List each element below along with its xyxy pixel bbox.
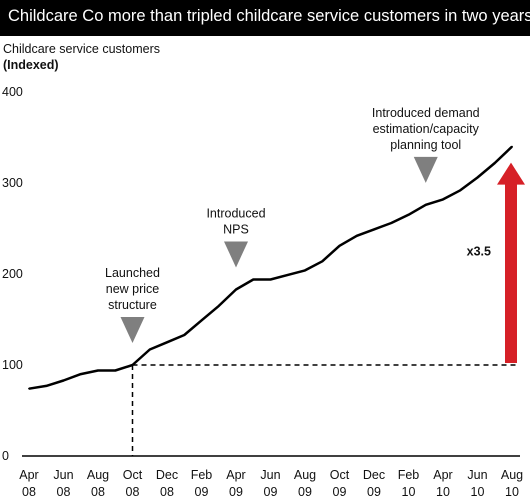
x-tick-year: 08 bbox=[22, 485, 36, 499]
annotation-text: Launched bbox=[105, 266, 160, 280]
data-point bbox=[390, 222, 393, 224]
data-point bbox=[424, 203, 427, 206]
annotation-text: NPS bbox=[223, 222, 249, 236]
x-tick-year: 10 bbox=[402, 485, 416, 499]
annotation-text: Introduced bbox=[206, 206, 265, 220]
series-line bbox=[28, 145, 513, 390]
y-axis-label: Childcare service customers (Indexed) bbox=[3, 41, 160, 73]
multiplier-label: x3.5 bbox=[467, 244, 491, 258]
data-point bbox=[304, 269, 306, 272]
x-tick-year: 09 bbox=[367, 485, 381, 499]
x-tick-year: 08 bbox=[57, 485, 71, 499]
y-tick-label: 400 bbox=[2, 85, 23, 99]
x-tick-year: 09 bbox=[229, 485, 243, 499]
x-tick-month: Apr bbox=[226, 468, 245, 482]
y-tick-label: 0 bbox=[2, 449, 9, 463]
data-point bbox=[28, 387, 30, 390]
growth-arrow bbox=[497, 162, 525, 363]
x-tick-month: Apr bbox=[433, 468, 452, 482]
annotation-text: Introduced demand bbox=[372, 106, 480, 120]
x-tick-year: 09 bbox=[264, 485, 278, 499]
x-tick-month: Feb bbox=[191, 468, 213, 482]
data-point bbox=[373, 228, 375, 231]
x-tick-year: 09 bbox=[298, 485, 312, 499]
x-tick-year: 08 bbox=[126, 485, 140, 499]
x-tick-year: 10 bbox=[505, 485, 519, 499]
x-tick-month: Oct bbox=[123, 468, 143, 482]
annotation-text: new price bbox=[106, 282, 160, 296]
data-point bbox=[217, 304, 220, 307]
data-point bbox=[97, 369, 99, 372]
y-tick-label: 300 bbox=[2, 176, 23, 190]
x-tick-month: Aug bbox=[294, 468, 316, 482]
x-tick-month: Jun bbox=[53, 468, 73, 482]
annotation-marker bbox=[120, 317, 145, 343]
annotation-text: structure bbox=[108, 298, 157, 312]
x-tick-month: Apr bbox=[19, 468, 38, 482]
annotation-marker bbox=[413, 156, 438, 183]
annotation-text: planning tool bbox=[390, 138, 461, 152]
annotation-marker bbox=[224, 241, 248, 268]
x-tick-month: Jun bbox=[467, 468, 487, 482]
x-tick-year: 08 bbox=[160, 485, 174, 499]
x-tick-month: Dec bbox=[156, 468, 178, 482]
x-tick-month: Jun bbox=[260, 468, 280, 482]
data-point bbox=[407, 213, 410, 216]
x-tick-month: Oct bbox=[330, 468, 350, 482]
data-point bbox=[355, 234, 358, 237]
data-point bbox=[183, 334, 186, 336]
data-point bbox=[166, 341, 168, 344]
x-tick-year: 09 bbox=[333, 485, 347, 499]
chart-title: Childcare Co more than tripled childcare… bbox=[8, 7, 530, 25]
data-point bbox=[269, 278, 272, 281]
data-point bbox=[131, 364, 134, 366]
x-tick-month: Dec bbox=[363, 468, 385, 482]
x-tick-month: Aug bbox=[87, 468, 109, 482]
x-tick-year: 10 bbox=[436, 485, 450, 499]
x-tick-month: Feb bbox=[398, 468, 420, 482]
data-point bbox=[459, 189, 462, 192]
data-point bbox=[338, 244, 341, 247]
y-axis-title: Childcare service customers bbox=[3, 42, 160, 56]
data-point bbox=[476, 176, 479, 179]
y-tick-label: 100 bbox=[2, 358, 23, 372]
data-point bbox=[252, 278, 255, 281]
data-point bbox=[62, 379, 65, 382]
data-point bbox=[79, 373, 82, 375]
data-point bbox=[235, 288, 237, 291]
x-tick-month: Aug bbox=[501, 468, 523, 482]
data-point bbox=[442, 198, 444, 201]
data-point bbox=[148, 348, 151, 351]
data-point bbox=[200, 319, 203, 322]
data-point bbox=[45, 385, 48, 387]
data-point bbox=[286, 274, 289, 276]
x-tick-year: 10 bbox=[471, 485, 485, 499]
data-point bbox=[493, 162, 496, 164]
x-tick-year: 08 bbox=[91, 485, 105, 499]
data-point bbox=[511, 145, 513, 148]
y-axis-subtitle: (Indexed) bbox=[3, 58, 59, 72]
data-point bbox=[114, 369, 117, 372]
annotation-text: estimation/capacity bbox=[373, 122, 480, 136]
y-tick-label: 200 bbox=[2, 267, 23, 281]
title-bar: Childcare Co more than tripled childcare… bbox=[0, 0, 530, 36]
x-tick-year: 09 bbox=[195, 485, 209, 499]
data-point bbox=[321, 260, 324, 263]
